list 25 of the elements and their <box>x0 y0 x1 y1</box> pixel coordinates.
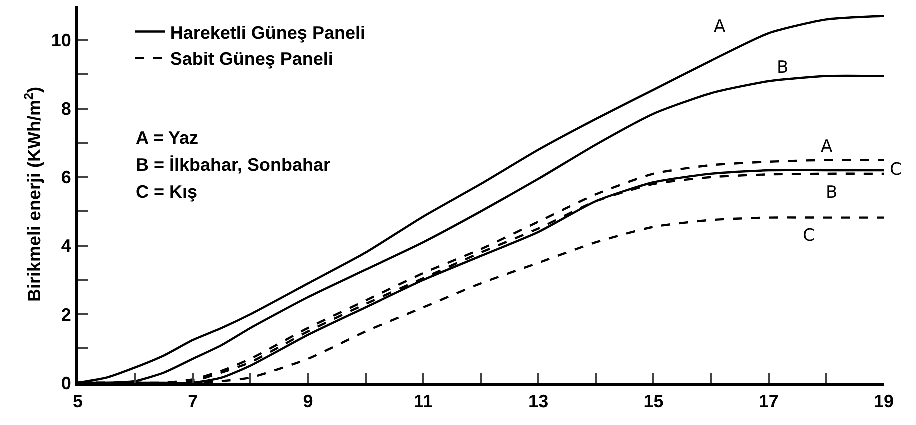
x-tick-label: 11 <box>414 392 433 412</box>
x-tick-label: 15 <box>644 392 664 412</box>
x-tick-label: 7 <box>188 392 198 412</box>
annotation: A <box>714 17 726 37</box>
annotation: B <box>826 183 838 203</box>
x-tick-label: 19 <box>874 392 894 412</box>
x-tick-label: 9 <box>303 392 314 412</box>
y-tick-label: 0 <box>61 373 72 394</box>
annotation: A = Yaz <box>136 128 199 148</box>
legend-label: Sabit Güneş Paneli <box>170 49 334 70</box>
annotation: C = Kış <box>136 182 198 202</box>
legend-label: Hareketli Güneş Paneli <box>170 22 366 43</box>
y-tick-label: 8 <box>61 99 72 120</box>
x-tick-label: 5 <box>72 392 84 412</box>
annotation: B <box>777 58 789 78</box>
annotation: A <box>821 137 833 157</box>
y-tick-label: 4 <box>61 236 72 256</box>
y-tick-label: 2 <box>61 304 72 325</box>
y-tick-label: 10 <box>51 30 72 51</box>
annotation: C <box>803 226 815 246</box>
text: C <box>890 160 902 180</box>
y-tick-label: 6 <box>61 168 72 188</box>
x-tick-label: 17 <box>758 392 779 412</box>
annotation: B = İlkbahar, Sonbahar <box>136 155 331 175</box>
x-tick-label: 13 <box>528 392 549 412</box>
